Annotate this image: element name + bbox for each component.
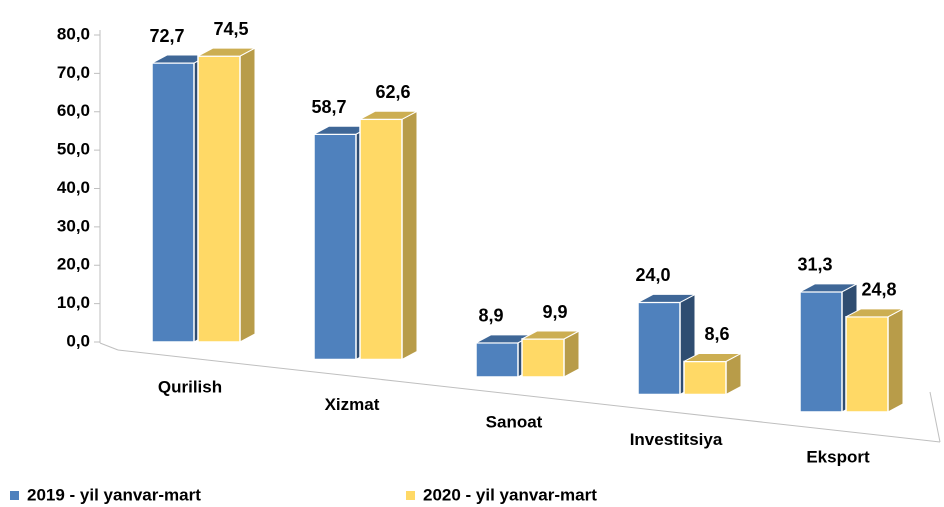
- legend-swatch: [10, 491, 19, 500]
- bar-side: [887, 307, 904, 413]
- legend-label: 2020 - yil yanvar-mart: [423, 485, 597, 504]
- floor-line: [117, 349, 941, 443]
- floor-edge: [929, 391, 941, 443]
- x-tick-label: Sanoat: [486, 412, 543, 431]
- x-tick-label: Investitsiya: [630, 430, 723, 449]
- y-tick-label: 20,0: [57, 255, 90, 274]
- y-tick-label: 0,0: [66, 331, 90, 350]
- bar: [151, 62, 195, 343]
- y-tick-label: 40,0: [57, 178, 90, 197]
- x-tick-label: Qurilish: [158, 377, 222, 396]
- bar-top: [683, 352, 742, 362]
- bar-top: [799, 283, 858, 293]
- bar-top: [637, 293, 696, 303]
- y-tick-label: 60,0: [57, 101, 90, 120]
- y-tick-label: 70,0: [57, 63, 90, 82]
- bar: [313, 133, 357, 361]
- bar: [359, 118, 403, 361]
- y-tick-label: 80,0: [57, 24, 90, 43]
- bar: [197, 55, 241, 343]
- bar-top: [521, 330, 580, 340]
- data-label: 72,7: [149, 26, 184, 46]
- bar: [799, 291, 843, 413]
- data-label: 24,8: [861, 280, 896, 300]
- bar: [521, 338, 565, 378]
- data-label: 8,9: [478, 306, 503, 326]
- x-tick-label: Eksport: [806, 447, 870, 466]
- legend-swatch: [406, 491, 415, 500]
- data-label: 74,5: [213, 19, 248, 39]
- data-label: 24,0: [635, 265, 670, 285]
- bar-side: [401, 110, 418, 361]
- data-label: 58,7: [311, 97, 346, 117]
- y-tick-label: 10,0: [57, 293, 90, 312]
- floor-edge: [99, 342, 119, 351]
- bar: [475, 342, 519, 378]
- y-tick-label: 50,0: [57, 140, 90, 159]
- data-label: 62,6: [375, 82, 410, 102]
- bar-top: [359, 110, 418, 120]
- bar: [637, 301, 681, 396]
- bar-side: [239, 47, 256, 343]
- bar: [845, 316, 889, 413]
- bar: [683, 360, 727, 396]
- data-label: 31,3: [797, 255, 832, 275]
- bar-top: [845, 308, 904, 318]
- data-label: 8,6: [704, 324, 729, 344]
- y-tick-label: 30,0: [57, 216, 90, 235]
- data-label: 9,9: [542, 302, 567, 322]
- bar-top: [197, 47, 256, 57]
- legend-label: 2019 - yil yanvar-mart: [27, 485, 201, 504]
- x-tick-label: Xizmat: [325, 395, 380, 414]
